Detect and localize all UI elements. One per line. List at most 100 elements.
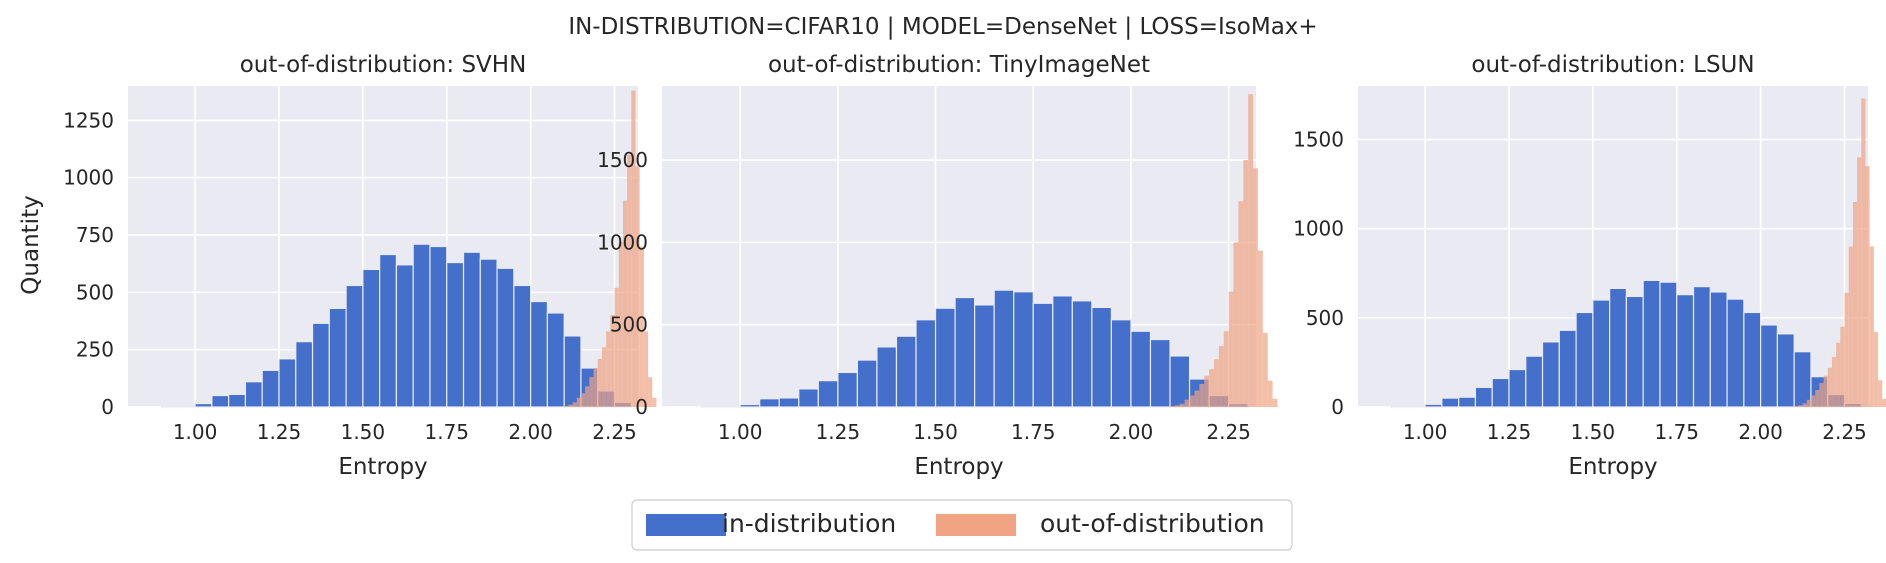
bar-in-distribution [513,284,532,408]
bar-out-of-distribution [1174,405,1180,407]
bar-out-of-distribution [1873,332,1879,407]
bar-in-distribution [1525,355,1544,408]
y-tick-label: 1500 [1293,128,1344,152]
legend: in-distribution out-of-distribution [631,499,1293,551]
series-in-distribution [700,289,1249,408]
bar-in-distribution [1110,319,1132,408]
bar-out-of-distribution [1836,342,1841,407]
bar-in-distribution [915,319,937,408]
bar-out-of-distribution [585,386,590,407]
y-tick-label: 750 [76,223,114,247]
bar-in-distribution [412,243,431,408]
bar-in-distribution [1642,279,1661,408]
bar-in-distribution [1474,386,1493,408]
bar-in-distribution [1508,368,1527,408]
bar-out-of-distribution [589,377,594,407]
bar-in-distribution [177,405,196,408]
bar-in-distribution [1558,329,1577,408]
bar-out-of-distribution [601,347,607,407]
series-out-of-distribution [1794,98,1886,407]
bar-out-of-distribution [652,397,657,407]
series-out-of-distribution [1170,94,1278,407]
bar-in-distribution [1609,287,1628,408]
bar-out-of-distribution [1852,201,1858,407]
bar-in-distribution [1149,338,1171,408]
bar-out-of-distribution [1213,359,1219,407]
bar-out-of-distribution [622,200,628,407]
bar-in-distribution [328,307,347,408]
x-tick-label: 1.75 [424,420,469,444]
bar-out-of-distribution [614,287,619,407]
bar-out-of-distribution [1253,168,1258,407]
bar-out-of-distribution [639,246,644,407]
bar-out-of-distribution [1823,375,1828,407]
bar-out-of-distribution [576,397,581,407]
series-in-distribution [160,243,632,408]
bar-out-of-distribution [1802,403,1807,407]
legend-label-out-of-distribution: out-of-distribution [1040,509,1265,538]
bar-in-distribution [1091,306,1113,408]
bar-in-distribution [496,267,515,408]
bar-out-of-distribution [1869,246,1874,407]
bar-out-of-distribution [1806,399,1811,407]
bar-in-distribution [261,369,280,408]
x-axis-label: Entropy [914,454,1003,480]
bar-in-distribution [778,397,800,408]
bar-out-of-distribution [1272,398,1278,407]
y-tick-label: 1000 [63,166,114,190]
bar-out-of-distribution [606,331,611,407]
bar-in-distribution [759,398,780,408]
x-tick-label: 1.25 [1487,420,1532,444]
y-tick-label: 1000 [1293,217,1344,241]
bar-in-distribution [1032,302,1054,408]
bar-out-of-distribution [1267,380,1273,407]
y-tick-label: 0 [635,395,648,419]
bar-in-distribution [1491,377,1510,408]
y-tick-label: 1250 [63,108,114,132]
bar-in-distribution [934,307,956,408]
bar-in-distribution [295,341,314,408]
y-tick-label: 0 [101,395,114,419]
bar-in-distribution [1709,291,1728,408]
bar-in-distribution [1760,324,1779,408]
panel-title: out-of-distribution: SVHN [240,52,527,78]
bar-in-distribution [1676,294,1695,408]
bar-out-of-distribution [1194,390,1200,407]
bar-out-of-distribution [568,404,573,407]
x-tick-label: 1.00 [173,420,218,444]
bar-in-distribution [228,393,247,408]
x-tick-label: 1.00 [1403,420,1448,444]
bar-in-distribution [211,394,230,408]
x-tick-label: 2.25 [1822,420,1867,444]
bar-out-of-distribution [1840,326,1845,407]
bar-out-of-distribution [1223,331,1229,407]
y-tick-label: 500 [76,280,114,304]
bar-in-distribution [395,264,414,408]
figure-suptitle: IN-DISTRIBUTION=CIFAR10 | MODEL=DenseNet… [568,14,1317,40]
bar-out-of-distribution [1228,291,1234,407]
x-tick-label: 1.75 [1011,420,1056,444]
panels: 1.00 1.25 1.50 1.75 2.00 2.250250500750100012… [63,52,1886,480]
bar-in-distribution [244,381,263,408]
bar-out-of-distribution [643,331,649,407]
bar-in-distribution [974,304,995,408]
bar-in-distribution [993,289,1015,408]
bar-in-distribution [1441,397,1460,408]
bar-out-of-distribution [572,402,577,407]
bar-in-distribution [817,380,839,408]
bar-in-distribution [1013,291,1034,408]
series-out-of-distribution [564,90,657,407]
bar-in-distribution [856,359,878,408]
bar-in-distribution [345,284,364,408]
panel-1: 1.00 1.25 1.50 1.75 2.00 2.250250500750100012… [63,52,657,480]
bar-in-distribution [429,245,448,408]
bar-out-of-distribution [597,358,602,407]
panel-title: out-of-distribution: TinyImageNet [768,52,1150,78]
bar-out-of-distribution [610,315,615,407]
bar-out-of-distribution [1844,292,1849,407]
x-tick-label: 1.50 [341,420,386,444]
bar-out-of-distribution [1262,332,1268,407]
bar-out-of-distribution [631,90,636,407]
bar-in-distribution [1458,396,1477,408]
x-tick-label: 1.75 [1654,420,1699,444]
